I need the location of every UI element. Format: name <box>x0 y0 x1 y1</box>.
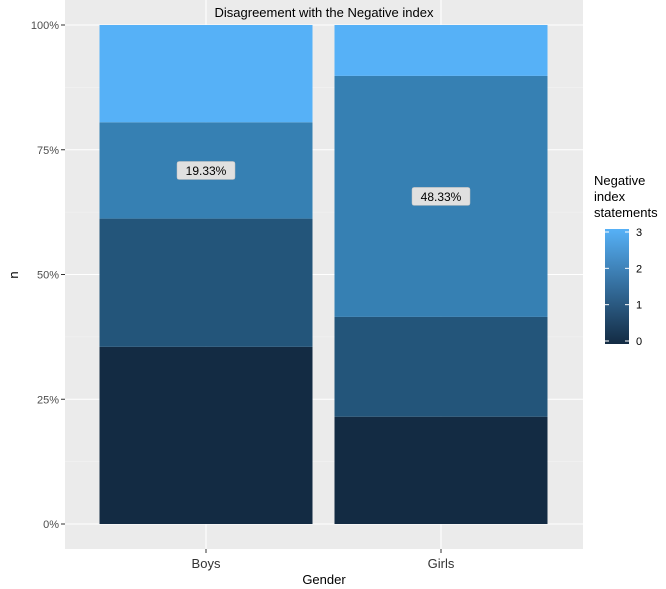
bar-segment-boys-level-3 <box>99 25 313 123</box>
bar-segment-boys-level-0 <box>99 346 313 524</box>
y-axis-title: n <box>6 271 21 278</box>
x-tick-label: Girls <box>428 556 455 571</box>
legend-colorbar <box>605 229 629 344</box>
data-label-box <box>176 161 236 180</box>
bar-segment-girls-level-0 <box>334 416 548 524</box>
y-tick-label: 75% <box>37 145 59 157</box>
bar-segment-boys-level-1 <box>99 218 313 347</box>
y-tick-label: 100% <box>31 20 59 32</box>
y-tick-label: 25% <box>37 394 59 406</box>
legend-label: 2 <box>636 263 642 275</box>
x-tick-label: Boys <box>192 556 221 571</box>
y-tick-label: 50% <box>37 270 59 282</box>
data-label-box <box>411 187 471 206</box>
data-label-text: 19.33% <box>186 164 227 178</box>
legend-label: 1 <box>636 300 642 312</box>
legend-label: 0 <box>636 336 642 348</box>
data-label-boys: 19.33% <box>176 161 236 180</box>
y-axis: 0% 25% 50% 75% 100% <box>31 20 65 531</box>
legend-title-line-1: Negative <box>594 173 645 188</box>
bar-segment-girls-level-1 <box>334 316 548 417</box>
chart-title: Disagreement with the Negative index <box>215 5 434 20</box>
legend-title-line-3: statements <box>594 205 658 220</box>
data-label-girls: 48.33% <box>411 187 471 206</box>
data-label-text: 48.33% <box>421 190 462 204</box>
x-axis: Boys Girls <box>192 549 455 571</box>
legend-title-line-2: index <box>594 189 626 204</box>
y-tick-label: 0% <box>43 519 59 531</box>
legend-label: 3 <box>636 227 642 239</box>
x-axis-title: Gender <box>302 572 346 587</box>
data-labels: 19.33% 48.33% <box>176 161 471 206</box>
legend: Negative index statements 3 2 1 0 <box>594 173 658 348</box>
bar-segment-girls-level-3 <box>334 25 548 76</box>
